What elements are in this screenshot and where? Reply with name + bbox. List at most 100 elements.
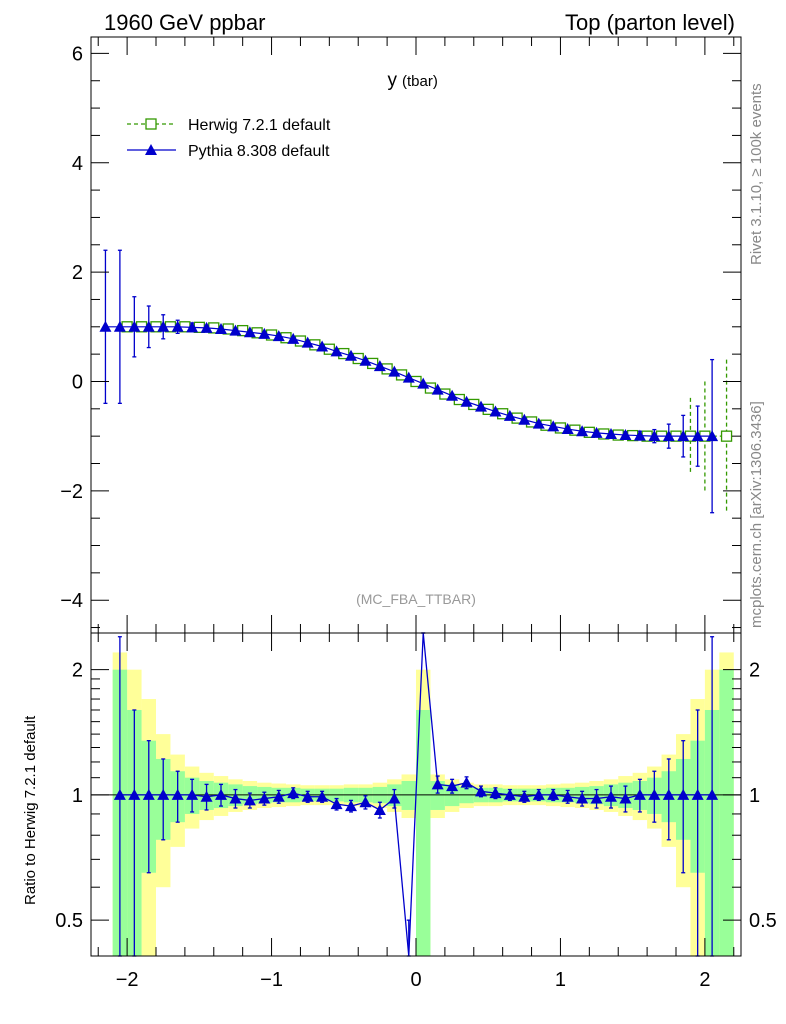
pythia-point <box>431 383 444 395</box>
pythia-point <box>301 336 314 348</box>
ratio-y-tick-label-right: 1 <box>749 785 760 807</box>
ratio-point <box>388 792 401 804</box>
ratio-y-tick-label: 2 <box>72 660 83 682</box>
herwig-point <box>720 430 733 442</box>
pythia-point <box>662 430 675 442</box>
pythia-point <box>576 425 589 437</box>
ratio-inner-band <box>719 669 734 956</box>
main-y-tick-label: 6 <box>72 43 83 65</box>
pythia-point <box>547 420 560 432</box>
legend-pythia-label: Pythia 8.308 default <box>188 143 330 160</box>
pythia-point <box>561 423 574 435</box>
plot-title: y <box>388 70 398 91</box>
ratio-point <box>706 788 719 800</box>
ratio-point <box>229 792 242 804</box>
legend-pythia-marker <box>145 144 157 155</box>
pythia-point <box>243 326 256 338</box>
pythia-point <box>142 320 155 332</box>
ratio-point <box>532 788 545 800</box>
pythia-point <box>460 395 473 407</box>
ratio-y-tick-label-right: 2 <box>749 660 760 682</box>
pythia-point <box>590 426 603 438</box>
pythia-point <box>272 330 285 342</box>
ratio-point <box>619 792 632 804</box>
pythia-point <box>113 320 126 332</box>
ratio-point <box>243 794 256 806</box>
ratio-y-tick-label: 1 <box>72 785 83 807</box>
pythia-point <box>706 430 719 442</box>
ratio-point <box>460 776 473 788</box>
ratio-point <box>590 792 603 804</box>
ratio-point <box>113 788 126 800</box>
ratio-point <box>373 803 386 815</box>
ratio-point <box>489 787 502 799</box>
legend-entry-herwig: Herwig 7.2.1 default <box>127 117 331 134</box>
watermark: (MC_FBA_TTBAR) <box>356 591 476 607</box>
pythia-point <box>388 365 401 377</box>
ratio-point <box>200 790 213 802</box>
herwig-series-line <box>127 326 727 437</box>
ratio-x-tick-label: −2 <box>116 969 139 991</box>
legend-herwig-label: Herwig 7.2.1 default <box>188 117 331 134</box>
header-left: 1960 GeV ppbar <box>104 10 265 35</box>
pythia-point <box>648 430 661 442</box>
legend: Herwig 7.2.1 default Pythia 8.308 defaul… <box>127 117 331 160</box>
pythia-point <box>532 417 545 429</box>
ratio-point <box>662 788 675 800</box>
main-y-tick-label: 2 <box>72 262 83 284</box>
ratio-x-tick-label: 1 <box>555 969 566 991</box>
ratio-y-tick-label: 0.5 <box>55 910 83 932</box>
ratio-point <box>330 798 343 810</box>
ratio-point <box>561 790 574 802</box>
pythia-point <box>171 320 184 332</box>
pythia-point <box>128 320 141 332</box>
pythia-point <box>186 321 199 333</box>
pythia-point <box>605 427 617 439</box>
ratio-point <box>345 800 357 812</box>
ratio-point <box>142 788 155 800</box>
ratio-point <box>316 790 329 802</box>
pythia-point <box>345 349 357 361</box>
pythia-point <box>691 430 704 442</box>
pythia-point <box>287 332 300 344</box>
pythia-point <box>99 320 112 332</box>
source-label: mcplots.cern.ch [arXiv:1306.3436] <box>748 401 765 628</box>
ratio-point <box>287 787 300 799</box>
ratio-inner-band <box>401 781 416 810</box>
ratio-point <box>633 788 646 800</box>
pythia-point <box>316 340 329 352</box>
pythia-point <box>475 400 487 412</box>
ratio-point <box>258 792 271 804</box>
ratio-plot-marks <box>91 632 741 957</box>
pythia-point <box>417 377 430 389</box>
pythia-point <box>373 360 386 372</box>
ratio-point <box>272 790 285 802</box>
ratio-point <box>691 788 704 800</box>
ratio-inner-band <box>416 709 431 956</box>
pythia-point <box>503 409 516 421</box>
pythia-point <box>677 430 690 442</box>
ratio-plot-panel: 0.5 0.5 1 1 2 2 −2 −1 0 1 2 Ratio to Herwig 7.2.1 … <box>22 632 777 991</box>
ratio-point <box>215 788 227 800</box>
ratio-point <box>475 785 487 797</box>
legend-herwig-marker <box>145 118 157 130</box>
main-axis-ticks: −4 −2 0 2 4 6 <box>60 37 741 633</box>
rivet-version-label: Rivet 3.1.10, ≥ 100k events <box>748 83 765 265</box>
ratio-point <box>503 788 516 800</box>
ratio-axis-ticks: 0.5 0.5 1 1 2 2 −2 −1 0 1 2 <box>55 633 777 991</box>
pythia-point <box>258 327 271 339</box>
ratio-point <box>171 788 184 800</box>
pythia-point <box>229 324 242 336</box>
legend-entry-pythia: Pythia 8.308 default <box>127 143 330 160</box>
ratio-point <box>677 788 690 800</box>
ratio-point <box>648 788 661 800</box>
ratio-point <box>431 778 444 790</box>
ratio-point <box>605 790 617 802</box>
pythia-point <box>359 354 372 366</box>
pythia-point <box>633 429 646 441</box>
pythia-point <box>402 371 415 383</box>
pythia-point <box>619 429 632 441</box>
ratio-point <box>576 792 589 804</box>
ratio-point <box>446 780 459 792</box>
